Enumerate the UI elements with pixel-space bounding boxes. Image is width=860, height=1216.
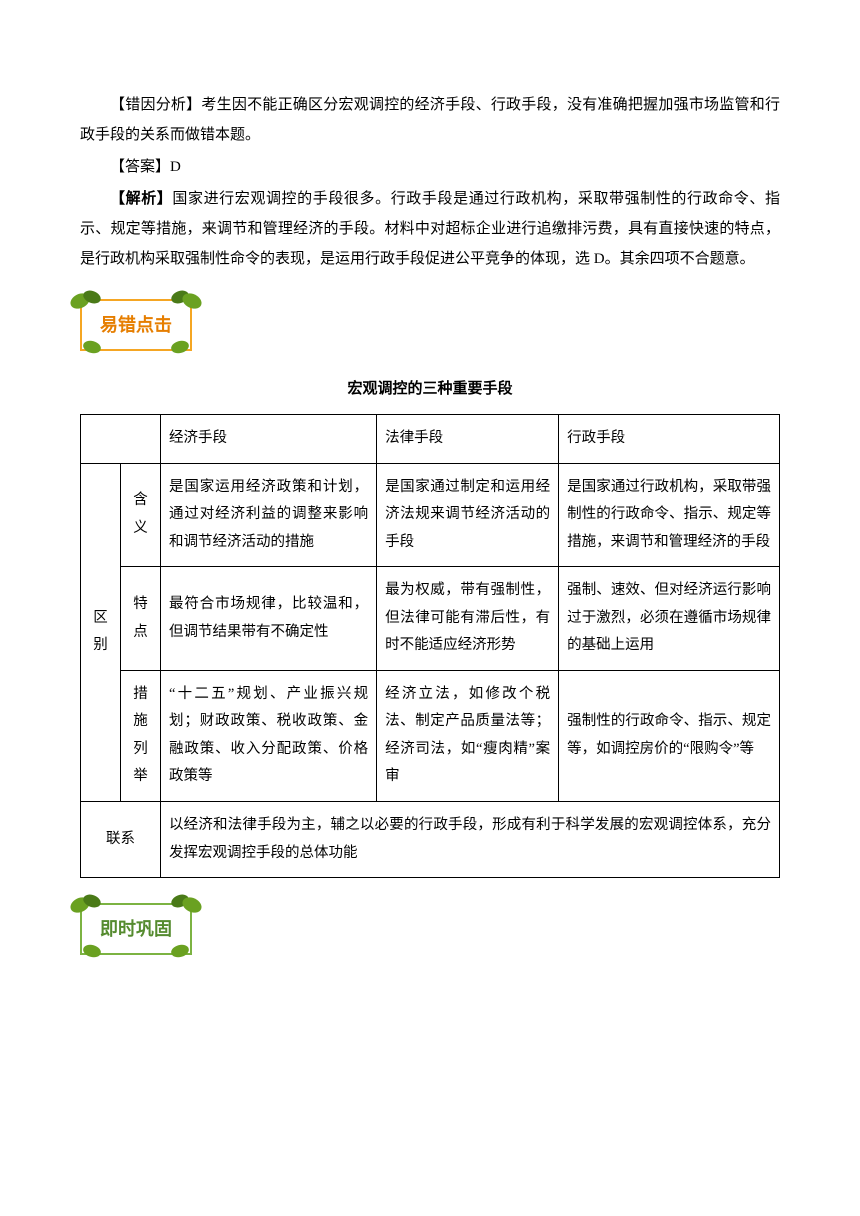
banner-second: 即时巩固 <box>80 903 192 955</box>
cell-meaning-law: 是国家通过制定和运用经济法规来调节经济活动的手段 <box>377 463 559 567</box>
banner-first-container: 易错点击 <box>80 299 780 359</box>
header-blank <box>81 415 161 464</box>
leaf-icon <box>168 287 204 315</box>
cell-feature-admin: 强制、速效、但对经济运行影响过于激烈，必须在遵循市场规律的基础上运用 <box>559 567 780 671</box>
explain-label: 【解析】 <box>110 191 172 207</box>
leaf-icon <box>168 891 204 919</box>
table-row: 区别 含义 是国家运用经济政策和计划，通过对经济利益的调整来影响和调节经济活动的… <box>81 463 780 567</box>
header-economic: 经济手段 <box>161 415 377 464</box>
cell-measure-econ: “十二五”规划、产业振兴规划；财政政策、税收政策、金融政策、收入分配政策、价格政… <box>161 670 377 801</box>
banner-first: 易错点击 <box>80 299 192 351</box>
cell-feature-law: 最为权威，带有强制性，但法律可能有滞后性，有时不能适应经济形势 <box>377 567 559 671</box>
explain-text: 国家进行宏观调控的手段很多。行政手段是通过行政机构，采取带强制性的行政命令、指示… <box>80 191 780 267</box>
aspect-feature: 特点 <box>121 567 161 671</box>
comparison-table: 经济手段 法律手段 行政手段 区别 含义 是国家运用经济政策和计划，通过对经济利… <box>80 414 780 878</box>
explain-paragraph: 【解析】国家进行宏观调控的手段很多。行政手段是通过行政机构，采取带强制性的行政命… <box>80 184 780 274</box>
group-label: 区别 <box>81 463 121 801</box>
leaf-icon <box>68 891 104 919</box>
cell-meaning-econ: 是国家运用经济政策和计划，通过对经济利益的调整来影响和调节经济活动的措施 <box>161 463 377 567</box>
header-law: 法律手段 <box>377 415 559 464</box>
table-row: 特点 最符合市场规律，比较温和，但调节结果带有不确定性 最为权威，带有强制性，但… <box>81 567 780 671</box>
answer-label: 【答案】 <box>110 159 170 175</box>
table-header-row: 经济手段 法律手段 行政手段 <box>81 415 780 464</box>
aspect-meaning: 含义 <box>121 463 161 567</box>
table-row: 联系 以经济和法律手段为主，辅之以必要的行政手段，形成有利于科学发展的宏观调控体… <box>81 802 780 878</box>
cell-meaning-admin: 是国家通过行政机构，采取带强制性的行政命令、指示、规定等措施，来调节和管理经济的… <box>559 463 780 567</box>
answer-value: D <box>170 159 181 175</box>
header-admin: 行政手段 <box>559 415 780 464</box>
cell-measure-law: 经济立法，如修改个税法、制定产品质量法等；经济司法，如“瘦肉精”案审 <box>377 670 559 801</box>
aspect-measure: 措施列举 <box>121 670 161 801</box>
cell-feature-econ: 最符合市场规律，比较温和，但调节结果带有不确定性 <box>161 567 377 671</box>
relation-label: 联系 <box>81 802 161 878</box>
leaf-icon <box>162 333 198 361</box>
table-title: 宏观调控的三种重要手段 <box>80 374 780 404</box>
leaf-icon <box>74 937 110 965</box>
error-analysis-paragraph: 【错因分析】考生因不能正确区分宏观调控的经济手段、行政手段，没有准确把握加强市场… <box>80 90 780 150</box>
answer-paragraph: 【答案】D <box>80 152 780 182</box>
cell-measure-admin: 强制性的行政命令、指示、规定等，如调控房价的“限购令”等 <box>559 670 780 801</box>
leaf-icon <box>74 333 110 361</box>
leaf-icon <box>68 287 104 315</box>
banner-second-container: 即时巩固 <box>80 903 780 963</box>
leaf-icon <box>162 937 198 965</box>
error-analysis-label: 【错因分析】 <box>110 97 201 113</box>
relation-text: 以经济和法律手段为主，辅之以必要的行政手段，形成有利于科学发展的宏观调控体系，充… <box>161 802 780 878</box>
table-row: 措施列举 “十二五”规划、产业振兴规划；财政政策、税收政策、金融政策、收入分配政… <box>81 670 780 801</box>
